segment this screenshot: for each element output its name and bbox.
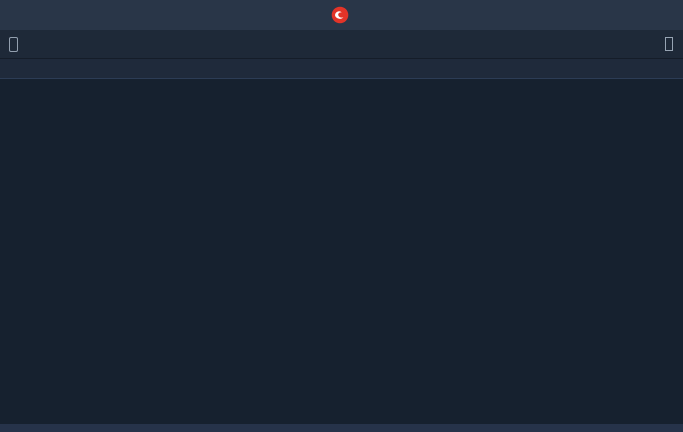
panel-shape <box>665 37 673 51</box>
panel-shape <box>9 36 18 52</box>
collapse-panel-icon[interactable] <box>9 36 19 52</box>
brand <box>331 6 353 24</box>
toolbar-right-icons <box>636 37 673 51</box>
app-header <box>0 0 683 30</box>
chart-toolbar <box>0 30 683 59</box>
chart-scrollbar[interactable] <box>0 424 683 432</box>
overlay-tabs <box>0 59 683 79</box>
brand-logo-icon <box>331 6 348 24</box>
dock-right-icon[interactable] <box>664 37 673 51</box>
chart-svg[interactable] <box>0 79 683 424</box>
